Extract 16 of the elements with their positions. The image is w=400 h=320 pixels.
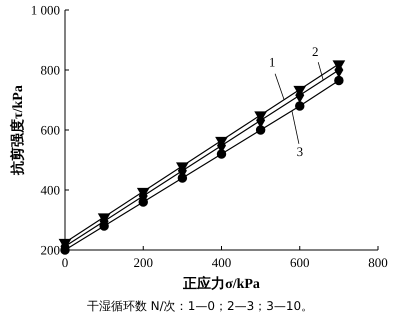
- y-tick-label: 1 000: [30, 2, 60, 18]
- text: 干湿循环数 N/次：1—0；2—3；3—10。: [86, 299, 314, 313]
- annotation: 2: [312, 44, 318, 60]
- x-tick-label: 800: [368, 255, 388, 270]
- y-tick-label: 600: [40, 122, 60, 138]
- x-tick-label: 400: [212, 255, 232, 270]
- x-axis-title: 正应力σ/kPa: [182, 275, 260, 292]
- annotation: 1: [268, 54, 276, 70]
- y-tick-label: 400: [40, 182, 60, 198]
- annotation: 3: [296, 144, 304, 159]
- x-tick-label: 600: [290, 255, 310, 270]
- y-axis-title: 抗剪强度τ/kPa: [9, 85, 26, 176]
- x-tick-label: 0: [62, 255, 68, 270]
- y-tick-label: 200: [40, 242, 60, 258]
- x-tick-label: 200: [134, 255, 153, 270]
- y-tick-label: 800: [40, 62, 60, 78]
